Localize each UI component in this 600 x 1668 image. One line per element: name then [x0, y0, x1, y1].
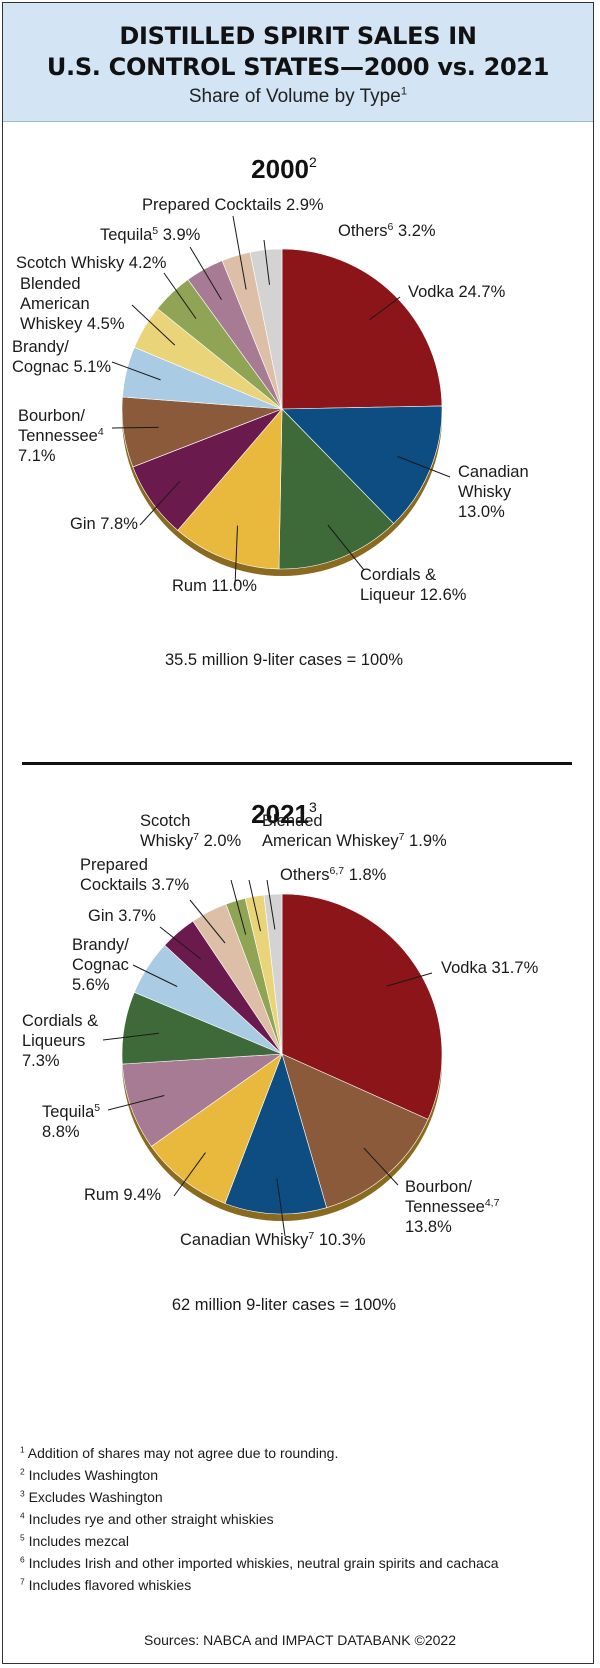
leader-line — [189, 899, 226, 944]
subtitle: Share of Volume by Type1 — [3, 86, 593, 108]
leader-line — [276, 1178, 286, 1237]
slice-label-canadian-whisky: Canadian Whisky7​ 10.3% — [180, 1230, 366, 1249]
section-divider — [22, 762, 572, 765]
slice-label-cordials: Cordials & Liqueurs 7.3% — [22, 1012, 98, 1070]
leader-line — [327, 524, 365, 571]
pie-slice-vodka — [281, 248, 443, 410]
footnote-3: 3 Excludes Washington — [20, 1486, 580, 1508]
leader-line — [263, 239, 270, 285]
slice-label-tequila: Tequila5​ 3.9% — [100, 225, 201, 244]
pie-slice-canadian — [281, 405, 443, 524]
leader-line — [363, 1147, 399, 1186]
subtitle-text: Share of Volume by Type — [188, 86, 401, 107]
pie-slice-tequila — [122, 1053, 284, 1147]
slice-label-tequila: Tequila5​8.8% — [42, 1102, 100, 1141]
pie-slice-others — [249, 248, 283, 410]
leader-line — [230, 879, 247, 935]
footnote-text: Includes mezcal — [28, 1533, 129, 1549]
slice-label-blended: Blended American Whiskey 4.5% — [20, 275, 125, 333]
slice-label-bourbon: Bourbon/Tennessee4​7.1% — [18, 407, 104, 465]
pie-slice-rum — [150, 1053, 283, 1204]
slice-label-vodka: Vodka 31.7% — [441, 959, 539, 977]
pie-slice-vodka — [281, 893, 443, 1120]
subtitle-footnote-ref: 1 — [400, 85, 408, 98]
leader-line — [232, 215, 247, 290]
leader-line — [139, 480, 181, 526]
pie-slice-rum — [177, 408, 283, 570]
leader-line — [111, 361, 161, 381]
footnote-5: 5 Includes mezcal — [20, 1530, 580, 1552]
chart-year-title: 20002 — [251, 154, 317, 184]
slice-label-others: Others6,7​ 1.8% — [280, 865, 387, 884]
page-title: DISTILLED SPIRIT SALES IN U.S. CONTROL S… — [3, 3, 593, 83]
chart-total-label: 35.5 million 9-liter cases = 100% — [165, 651, 403, 669]
slice-label-prepared-cocktails: Prepared Cocktails 2.9% — [142, 196, 324, 214]
slice-label-gin: Gin 7.8% — [70, 515, 138, 533]
slice-label-others: Others6​ 3.2% — [338, 221, 436, 240]
footnote-2: 2 Includes Washington — [20, 1464, 580, 1486]
slice-label-scotch-whisky: Scotch Whisky 4.2% — [16, 254, 167, 272]
leader-line — [248, 879, 261, 932]
slice-label-cordials: Cordials & Liqueur 12.6% — [360, 566, 467, 604]
leader-line — [189, 246, 222, 301]
footnote-text: Includes Washington — [28, 1467, 159, 1483]
slice-label-bourbon: Bourbon/Tennessee4,7​13.8% — [405, 1178, 500, 1236]
footnote-7: 7 Includes flavored whiskies — [20, 1574, 580, 1596]
footnote-6: 6 Includes Irish and other imported whis… — [20, 1552, 580, 1574]
pie-slice-canadian-whisky — [224, 1053, 328, 1215]
footnote-text: Excludes Washington — [28, 1489, 163, 1505]
footnote-1: 1 Addition of shares may not agree due t… — [20, 1442, 580, 1464]
slice-label-vodka: Vodka 24.7% — [408, 283, 506, 301]
footnote-number: 3 — [20, 1488, 25, 1499]
header-panel: DISTILLED SPIRIT SALES IN U.S. CONTROL S… — [3, 3, 593, 122]
footnote-number: 4 — [20, 1510, 25, 1521]
footnote-number: 6 — [20, 1554, 25, 1565]
leader-line — [111, 426, 159, 429]
leader-line — [102, 1032, 159, 1041]
footnote-number: 7 — [20, 1576, 25, 1587]
title-line-2: U.S. CONTROL STATES—2000 vs. 2021 — [46, 53, 550, 81]
slice-label-gin: Gin 3.7% — [88, 907, 156, 925]
leader-line — [234, 525, 238, 587]
footnote-4: 4 Includes rye and other straight whiski… — [20, 1508, 580, 1530]
footnote-number: 2 — [20, 1466, 25, 1477]
slice-label-brandy: Brandy/Cognac 5.1% — [12, 338, 111, 376]
pie-slice-others — [263, 893, 283, 1055]
leader-line — [397, 455, 451, 478]
pie-chart-2021: 20213 Vodka 31.7% Bourbon/Tennessee4,7​13.… — [22, 799, 539, 1314]
leader-line — [132, 964, 178, 987]
slice-label-prepared: Prepared Cocktails 3.7% — [80, 856, 189, 894]
footnotes: 1 Addition of shares may not agree due t… — [20, 1442, 580, 1596]
slice-label-brandy: Brandy/Cognac 5.6% — [72, 936, 129, 994]
leader-line — [369, 296, 401, 321]
leader-line — [107, 1095, 165, 1111]
slice-label-rum: Rum 9.4% — [84, 1186, 161, 1204]
slice-label-canadian: Canadian Whisky 13.0% — [458, 463, 529, 521]
leader-line — [386, 972, 433, 987]
title-line-1: DISTILLED SPIRIT SALES IN — [119, 22, 477, 50]
chart-total-label: 62 million 9-liter cases = 100% — [172, 1296, 397, 1314]
footnote-text: Includes flavored whiskies — [28, 1577, 192, 1593]
footnote-number: 5 — [20, 1532, 25, 1543]
leader-line — [163, 272, 197, 319]
chart-year-title: 20213 — [251, 799, 317, 829]
footnote-text: Addition of shares may not agree due to … — [27, 1445, 339, 1461]
footnote-number: 1 — [20, 1444, 25, 1455]
footnote-text: Includes rye and other straight whiskies — [28, 1511, 274, 1527]
leader-line — [159, 926, 202, 960]
footnote-text: Includes Irish and other imported whiski… — [28, 1555, 499, 1571]
sources-credit: Sources: NABCA and IMPACT DATABANK ©2022 — [144, 1632, 456, 1648]
pie-slice-bourbon — [281, 1053, 429, 1209]
leader-line — [266, 879, 276, 930]
slice-label-rum: Rum 11.0% — [172, 577, 257, 595]
pie-chart-2000: 20002 Vodka 24.7% Canadian Whisky 13.0% Cordi… — [12, 154, 529, 669]
leader-line — [173, 1152, 206, 1197]
leader-line — [131, 304, 176, 346]
pie-slice-cordials — [278, 408, 395, 570]
